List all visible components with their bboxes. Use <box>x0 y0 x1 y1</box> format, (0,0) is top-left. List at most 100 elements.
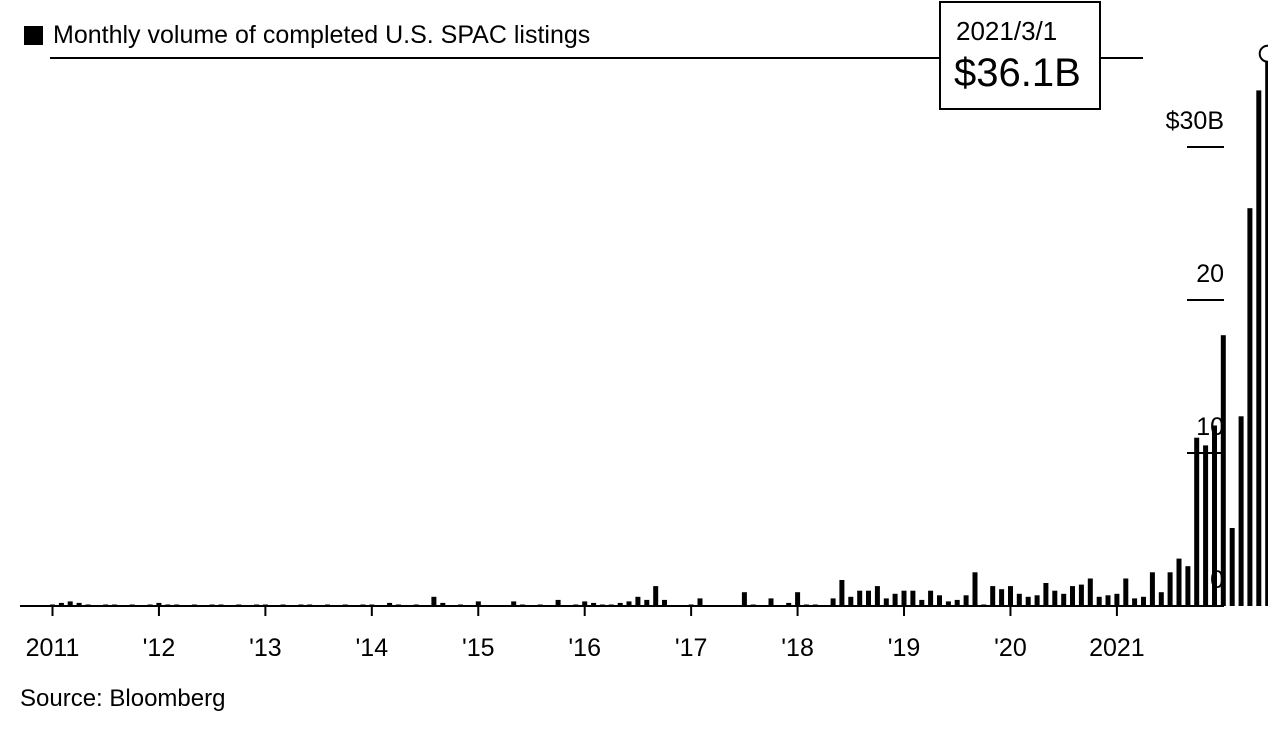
bar <box>1247 208 1253 606</box>
x-tick-label: '15 <box>462 634 495 662</box>
bar <box>848 596 854 606</box>
source: Source: Bloomberg <box>20 685 226 712</box>
bar <box>1167 572 1173 606</box>
bar <box>1132 598 1138 607</box>
bar <box>919 599 925 606</box>
bar <box>741 592 747 606</box>
x-tick-label: '20 <box>994 634 1027 662</box>
callout-date: 2021/3/1 <box>956 16 1057 46</box>
legend: Monthly volume of completed U.S. SPAC li… <box>24 20 590 50</box>
bar <box>1070 586 1075 606</box>
bar <box>972 572 978 606</box>
bar <box>883 598 889 607</box>
callout: 2021/3/1 $36.1B <box>939 1 1101 110</box>
bar <box>937 595 942 606</box>
bar <box>475 601 481 606</box>
bar <box>945 601 951 606</box>
x-tick-label: '18 <box>781 634 814 662</box>
x-axis: 2011 '12 '13 '14 '15 '16 '17 '18 '19 '20 2021 <box>26 606 1145 662</box>
bar <box>58 602 64 606</box>
bar <box>999 589 1005 606</box>
bar <box>1141 596 1146 606</box>
bar <box>1229 528 1235 606</box>
bar <box>644 599 650 606</box>
bar <box>768 598 774 607</box>
bar <box>866 590 871 606</box>
bar <box>555 599 561 606</box>
x-tick-label: 2021 <box>1089 634 1145 662</box>
bar <box>1052 590 1058 606</box>
y-tick-label: 0 <box>1210 566 1224 594</box>
bar <box>617 602 623 606</box>
peak-marker <box>1258 44 1268 63</box>
bar <box>1034 595 1040 606</box>
bar <box>1025 596 1031 606</box>
y-tick-label: 20 <box>1196 260 1224 288</box>
bar <box>1149 572 1155 606</box>
bar <box>1016 593 1022 606</box>
bar <box>440 602 446 606</box>
bar <box>1265 53 1268 606</box>
x-tick-label: 2011 <box>26 634 80 662</box>
x-tick-label: '19 <box>888 634 921 662</box>
bar <box>387 602 393 606</box>
bar <box>653 586 659 606</box>
legend-label: Monthly volume of completed U.S. SPAC li… <box>53 21 591 49</box>
bar <box>857 590 863 606</box>
bar <box>786 602 792 606</box>
bar <box>697 598 703 607</box>
bar <box>839 580 845 606</box>
bar <box>511 601 517 606</box>
callout-box <box>939 1 1101 110</box>
bar <box>1185 566 1191 606</box>
y-tick-label: 10 <box>1196 413 1224 441</box>
bar <box>1008 586 1013 606</box>
x-tick-label: '12 <box>143 634 176 662</box>
legend-swatch <box>24 26 43 45</box>
bar <box>1123 578 1129 606</box>
bar <box>1212 425 1217 606</box>
bar <box>1114 593 1120 606</box>
bar <box>1220 335 1226 606</box>
bar <box>830 598 836 607</box>
bars <box>50 53 1268 607</box>
bar <box>910 590 916 606</box>
bar <box>1061 593 1067 606</box>
bar <box>963 595 969 606</box>
x-tick-label: '16 <box>568 634 601 662</box>
bar <box>662 599 667 606</box>
x-tick-label: '14 <box>356 634 389 662</box>
bar <box>1087 578 1093 606</box>
bar <box>431 596 437 606</box>
bar <box>901 590 907 606</box>
x-tick-label: '17 <box>675 634 708 662</box>
bar <box>892 593 898 606</box>
bar <box>1203 445 1209 607</box>
bar <box>76 602 82 606</box>
bar <box>954 599 960 606</box>
callout-value: $36.1B <box>954 51 1081 95</box>
bar <box>1158 592 1164 606</box>
bar <box>626 601 632 606</box>
y-axis: 0 10 20 $30B <box>1166 107 1224 594</box>
bar <box>1256 90 1262 606</box>
bar <box>1096 596 1102 606</box>
bar <box>67 601 73 606</box>
bar <box>582 601 588 606</box>
y-tick-label: $30B <box>1166 107 1224 135</box>
bar <box>591 602 597 606</box>
bar <box>1194 437 1200 606</box>
bar <box>635 596 641 606</box>
x-tick-label: '13 <box>249 634 282 662</box>
bar <box>874 586 880 606</box>
bar <box>795 592 801 606</box>
bar <box>156 602 162 606</box>
bar <box>990 586 996 606</box>
bar <box>1078 584 1084 606</box>
bar <box>1105 595 1111 606</box>
bar <box>1238 416 1244 606</box>
bar <box>1043 583 1049 606</box>
bar <box>928 590 934 606</box>
bar <box>1176 558 1182 606</box>
